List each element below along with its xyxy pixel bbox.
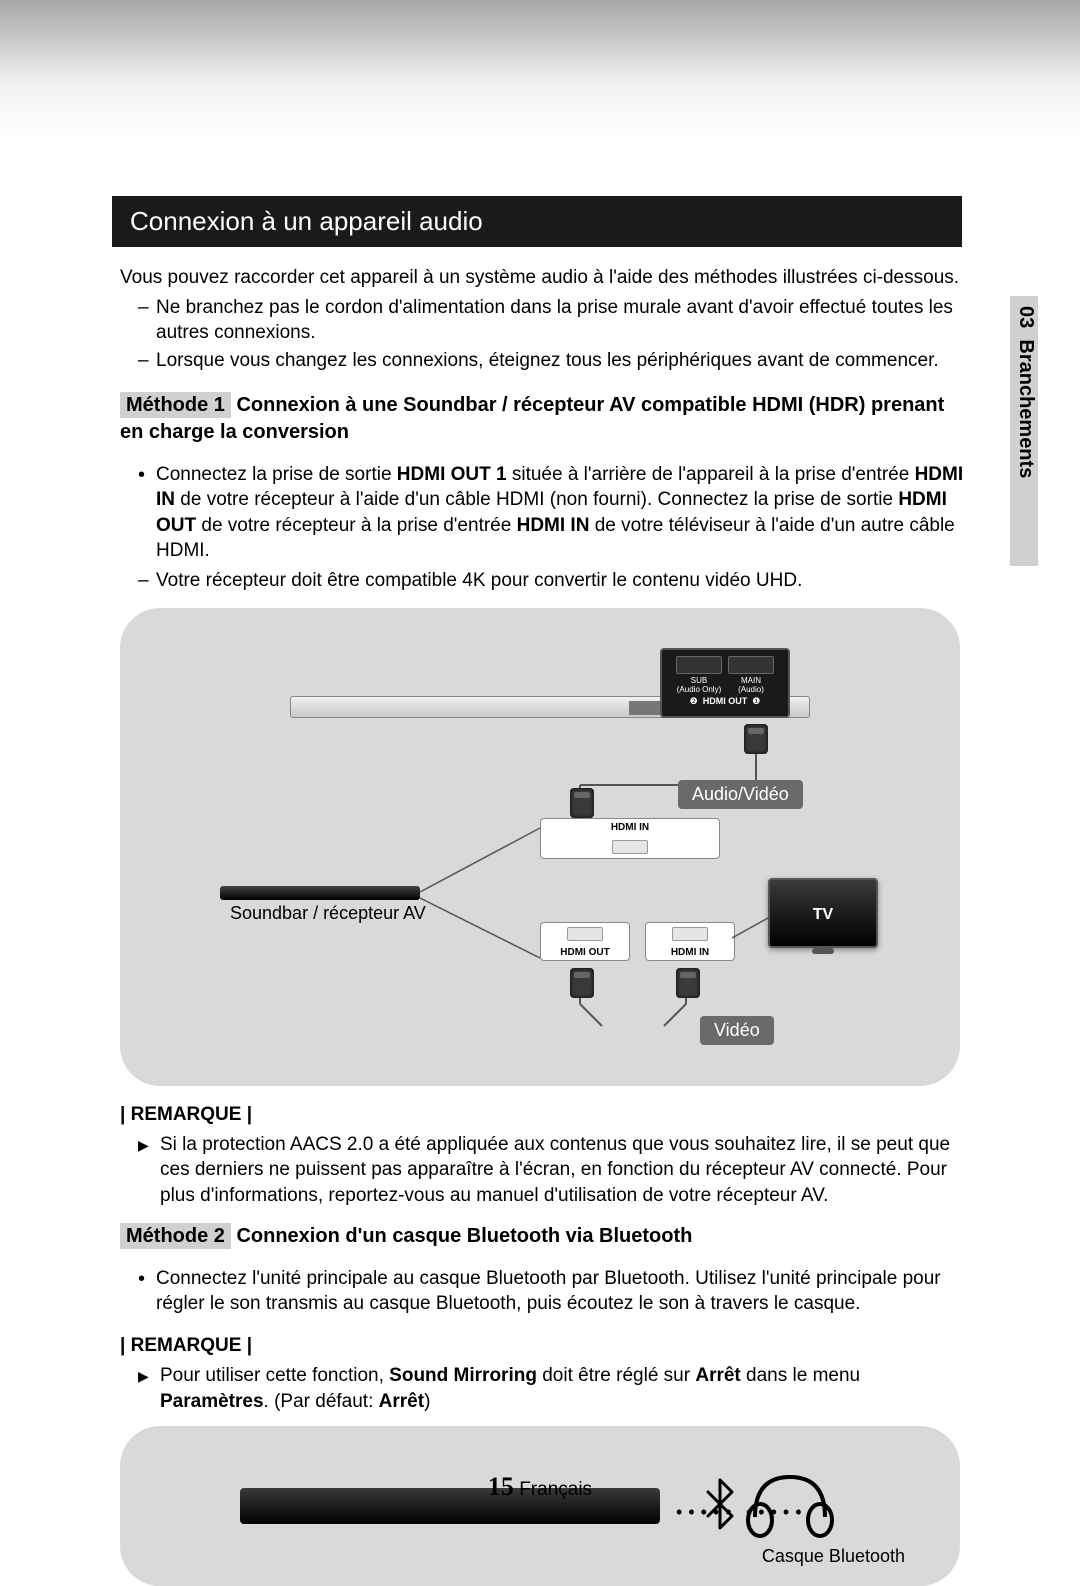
- port-sub-sub: (Audio Only): [677, 685, 721, 694]
- page-shadow: [0, 0, 1080, 140]
- chapter-title: Branchements: [1015, 339, 1037, 478]
- page-footer: 15 Français: [0, 1472, 1080, 1502]
- remark1-list: Si la protection AACS 2.0 a été appliqué…: [120, 1132, 970, 1209]
- method1-title: Connexion à une Soundbar / récepteur AV …: [120, 394, 944, 443]
- soundbar-graphic: [220, 886, 420, 900]
- page-language: Français: [519, 1479, 592, 1500]
- soundbar-label: Soundbar / récepteur AV: [230, 903, 426, 924]
- section-header: Connexion à un appareil audio: [112, 196, 962, 247]
- page-content: Connexion à un appareil audio Vous pouve…: [120, 196, 970, 1586]
- hdmi-out-label: HDMI OUT: [558, 945, 611, 960]
- player-hdmi-out-panel: SUB(Audio Only) MAIN(Audio) ❷ HDMI OUT ❶: [660, 648, 790, 718]
- remark2-label: | REMARQUE |: [120, 1335, 970, 1357]
- receiver-hdmi-out: HDMI OUT: [540, 922, 630, 961]
- cable-plug: [570, 968, 594, 998]
- method1-bullet: Connectez la prise de sortie HDMI OUT 1 …: [138, 462, 970, 565]
- method2-bullet: Connectez l'unité principale au casque B…: [138, 1266, 970, 1317]
- port-main: MAIN: [741, 676, 761, 685]
- cable-plug: [676, 968, 700, 998]
- method1-dash: Votre récepteur doit être compatible 4K …: [138, 568, 970, 594]
- port-main-sub: (Audio): [738, 685, 764, 694]
- method1-dashes: Votre récepteur doit être compatible 4K …: [120, 568, 970, 594]
- port-num-2: ❷: [690, 696, 698, 706]
- receiver-hdmi-in: HDMI IN: [540, 818, 720, 859]
- port-hdmi-out-label: HDMI OUT: [703, 696, 748, 706]
- method2-badge: Méthode 2: [120, 1223, 231, 1249]
- method1-heading: Méthode 1 Connexion à une Soundbar / réc…: [120, 392, 970, 446]
- cable-plug: [744, 724, 768, 754]
- label-audio-video: Audio/Vidéo: [678, 780, 803, 809]
- side-tab-text: 03 Branchements: [1014, 306, 1037, 478]
- remark2-list: Pour utiliser cette fonction, Sound Mirr…: [120, 1363, 970, 1414]
- intro-dash-item: Ne branchez pas le cordon d'alimentation…: [138, 295, 970, 346]
- side-tab: 03 Branchements: [1010, 296, 1038, 566]
- tv-hdmi-in: HDMI IN: [645, 922, 735, 961]
- label-video: Vidéo: [700, 1016, 774, 1045]
- method2-title: Connexion d'un casque Bluetooth via Blue…: [231, 1225, 692, 1247]
- diagram-bluetooth-connection: ••••• ••••• Casque Bluetooth: [120, 1426, 960, 1586]
- method1-badge: Méthode 1: [120, 392, 231, 418]
- section-title: Connexion à un appareil audio: [130, 206, 483, 236]
- method1-bullets: Connectez la prise de sortie HDMI OUT 1 …: [120, 462, 970, 565]
- hdmi-in-label: HDMI IN: [608, 819, 652, 836]
- tv-graphic: TV: [768, 878, 878, 948]
- remark1-label: | REMARQUE |: [120, 1104, 970, 1126]
- intro-dash-list: Ne branchez pas le cordon d'alimentation…: [120, 295, 970, 374]
- method2-heading: Méthode 2 Connexion d'un casque Bluetoot…: [120, 1223, 970, 1250]
- chapter-number: 03: [1015, 306, 1037, 328]
- method2-bullets: Connectez l'unité principale au casque B…: [120, 1266, 970, 1317]
- port-sub: SUB: [691, 676, 707, 685]
- tv-label: TV: [770, 880, 876, 950]
- cable-plug: [570, 788, 594, 818]
- port-num-1: ❶: [752, 696, 760, 706]
- intro-dash-item: Lorsque vous changez les connexions, éte…: [138, 348, 970, 374]
- diagram-hdmi-connection: SUB(Audio Only) MAIN(Audio) ❷ HDMI OUT ❶…: [120, 608, 960, 1086]
- page-number: 15: [488, 1472, 514, 1501]
- intro-text: Vous pouvez raccorder cet appareil à un …: [120, 265, 970, 291]
- hdmi-in-label-2: HDMI IN: [669, 945, 711, 960]
- remark2-item: Pour utiliser cette fonction, Sound Mirr…: [138, 1363, 970, 1414]
- remark1-item: Si la protection AACS 2.0 a été appliqué…: [138, 1132, 970, 1209]
- headphones-label: Casque Bluetooth: [762, 1546, 905, 1567]
